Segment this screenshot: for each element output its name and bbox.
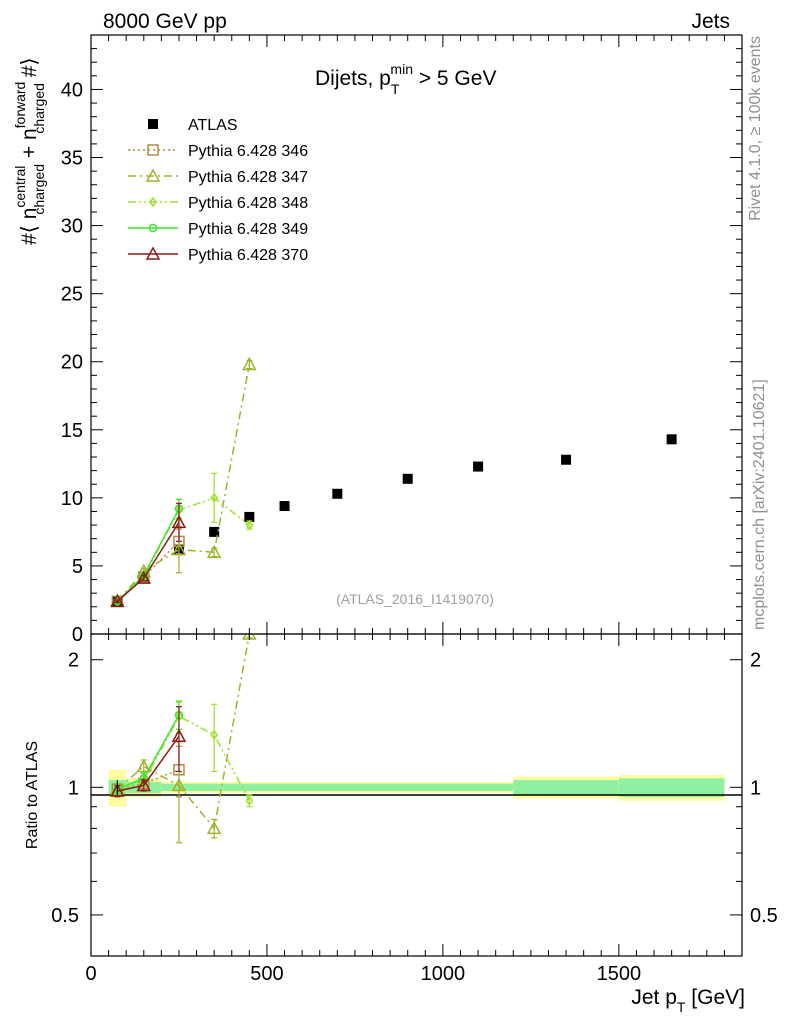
legend-marker-p347 [145,168,161,182]
main-point-p347 [242,356,257,371]
ratio-point-p347 [136,758,152,773]
main-point-atlas [244,511,255,522]
main-ytick-label: 20 [61,352,83,374]
xtick-label: 0 [85,963,96,985]
rivet-label: Rivet 4.1.0, ≥ 100k events [747,36,764,221]
ratio-point-p370 [110,783,125,797]
ratio-point-p370 [171,728,187,742]
main-point-atlas [332,488,343,499]
xtick-label: 1000 [421,963,466,985]
ratio-line-p347 [116,634,251,831]
main-point-p348 [210,492,219,504]
main-point-atlas [279,501,290,512]
header-left: 8000 GeV pp [103,10,227,33]
main-point-p370 [136,570,152,584]
legend-label-p346: Pythia 6.428 346 [188,143,308,160]
ratio-ytick-label-left: 2 [68,650,79,672]
main-ytick-label: 0 [72,624,83,646]
main-point-p370 [171,514,187,529]
ratio-ytick-label-right: 1 [750,777,761,799]
ratio-band-inner [618,778,725,797]
ratio-band-inner [513,780,619,795]
ratio-point-p348 [245,795,254,806]
ratio-frame [90,633,743,957]
xtick-label: 1500 [597,963,642,985]
main-ytick-label: 10 [61,488,83,510]
ratio-point-p348 [210,729,219,741]
main-title: Dijets, pTmin > 5 GeV [315,61,496,97]
ratio-point-p370 [136,777,152,792]
ratio-band-inner [196,783,514,792]
legend: ATLAS Pythia 6.428 346 Pythia 6.428 347 Pyt… [128,117,308,264]
main-point-atlas [473,461,484,472]
main-point-p370 [110,593,125,608]
legend-label-p370: Pythia 6.428 370 [188,247,308,264]
ratio-point-p347 [206,820,222,835]
main-line-p349 [116,508,180,602]
main-point-p348 [245,519,254,531]
main-ytick-label: 35 [61,148,83,170]
ratio-panel: 0.5 0.5 1 1 2 2 0 500 1000 1500 Ratio to ATLAS Je… [24,633,778,1015]
main-point-atlas [666,434,677,445]
main-ytick-label: 5 [72,556,83,578]
main-panel: (ATLAS_2016_I1419070) 0 5 10 15 20 25 30 35 40 D… [12,34,743,646]
watermark: (ATLAS_2016_I1419070) [336,591,494,607]
main-line-p370 [116,521,180,602]
main-point-p347 [171,542,187,556]
main-point-atlas [402,473,413,484]
ratio-ytick-label-right: 2 [750,650,761,672]
main-point-p347 [206,544,222,559]
main-ylabel: #⟨ ncentral charged + nforward charged #⟩ [12,57,47,245]
main-point-atlas [209,526,220,537]
mcplots-label: mcplots.cern.ch [arXiv:2401.10621] [751,379,768,630]
main-ytick-label: 25 [61,284,83,306]
legend-marker-atlas [148,119,158,129]
ratio-ytick-label-right: 0.5 [750,905,778,927]
x-axis-label: Jet pT [GeV] [631,986,745,1015]
legend-marker-p346 [147,144,159,156]
header-right: Jets [691,10,730,33]
xtick-label: 500 [250,963,283,985]
main-ytick-label: 15 [61,420,83,442]
legend-label-p349: Pythia 6.428 349 [188,221,308,238]
legend-label-atlas: ATLAS [188,117,238,134]
main-line-p347 [116,364,251,602]
ratio-ylabel: Ratio to ATLAS [24,741,41,849]
legend-marker-p348 [149,196,157,208]
ratio-ytick-label-left: 1 [68,777,79,799]
main-point-atlas [561,454,572,465]
legend-label-p347: Pythia 6.428 347 [188,169,308,186]
ratio-ytick-label-left: 0.5 [51,905,79,927]
legend-marker-p370 [145,246,161,260]
main-ytick-label: 30 [61,216,83,238]
ratio-point-p347 [171,777,187,792]
legend-marker-p349 [148,223,158,233]
legend-label-p348: Pythia 6.428 348 [188,195,308,212]
main-ytick-label: 40 [61,79,83,101]
